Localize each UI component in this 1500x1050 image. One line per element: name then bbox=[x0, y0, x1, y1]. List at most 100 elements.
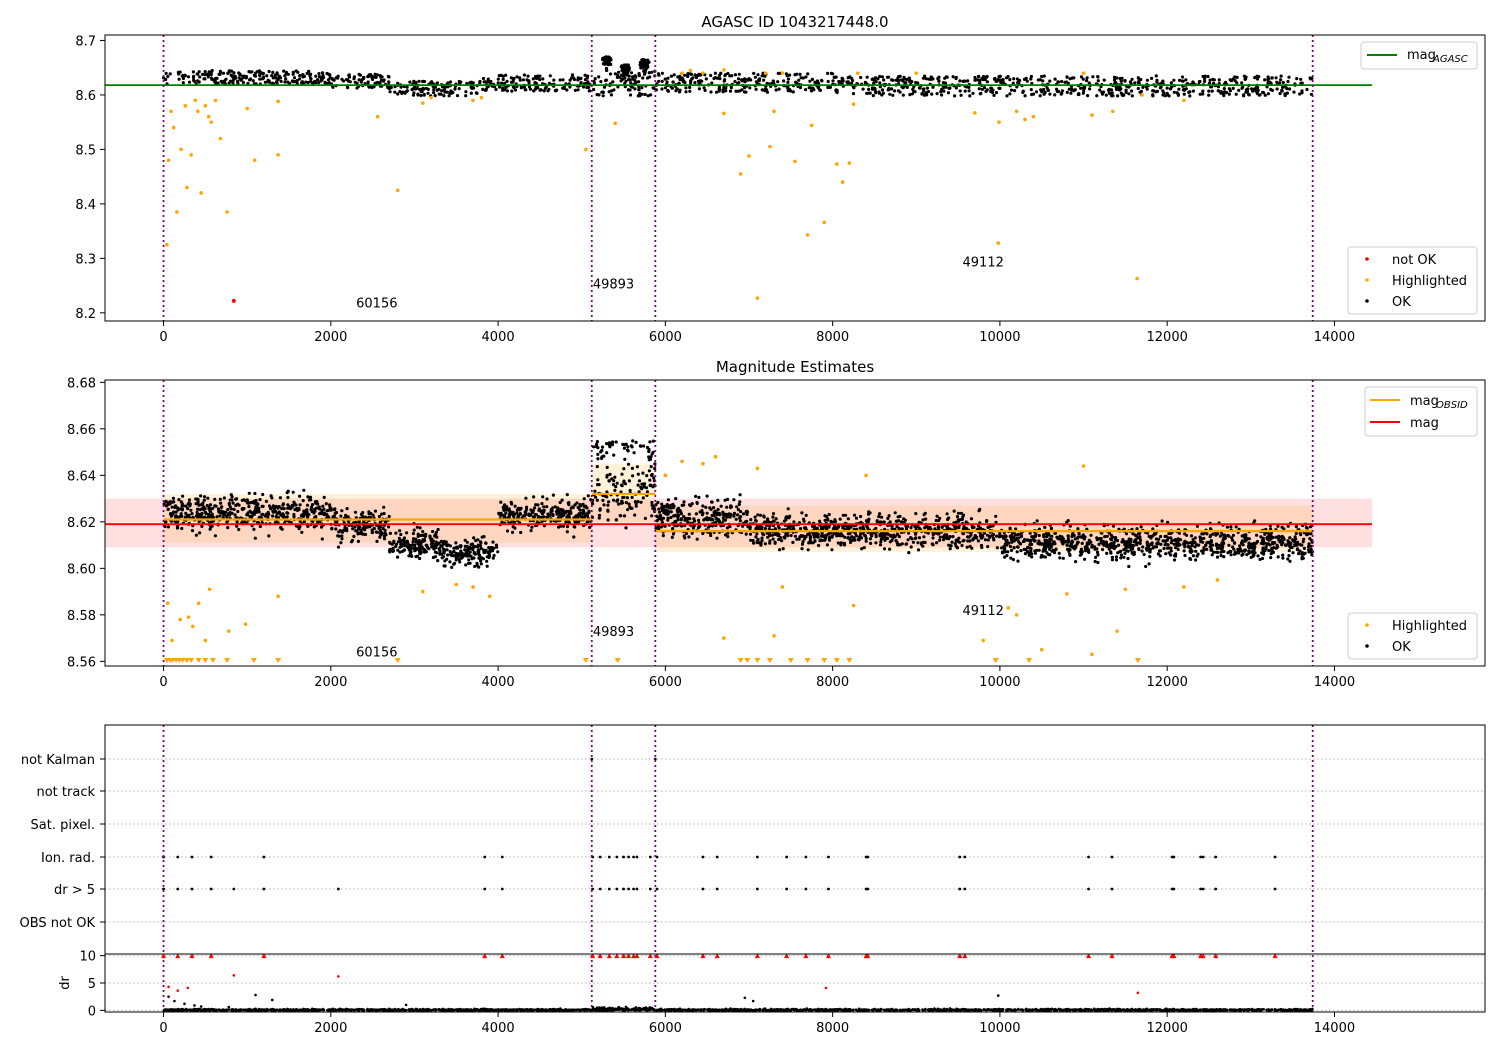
ok-point bbox=[1285, 91, 1289, 95]
ok-point bbox=[1065, 75, 1069, 79]
ok-point bbox=[660, 508, 664, 513]
ok-point bbox=[440, 556, 444, 560]
ok-point bbox=[934, 531, 939, 535]
ok-point bbox=[954, 86, 958, 90]
ok-point bbox=[777, 533, 781, 537]
ok-point bbox=[689, 72, 694, 76]
highlighted-point bbox=[996, 241, 1001, 245]
ok-point bbox=[417, 544, 422, 548]
ok-point bbox=[286, 506, 290, 510]
ok-point bbox=[220, 80, 224, 84]
ok-point bbox=[448, 91, 452, 95]
ok-point bbox=[279, 79, 283, 83]
ok-point bbox=[359, 80, 363, 84]
ok-point bbox=[757, 541, 761, 545]
ok-point bbox=[448, 80, 453, 84]
ok-point bbox=[524, 88, 528, 92]
ok-point bbox=[705, 494, 709, 498]
ok-point bbox=[611, 483, 616, 487]
ok-point bbox=[356, 539, 360, 544]
ok-point bbox=[645, 64, 650, 68]
ok-point bbox=[1236, 548, 1240, 552]
ok-point bbox=[1114, 87, 1119, 91]
ok-point bbox=[301, 499, 305, 503]
ok-point bbox=[1119, 553, 1123, 557]
ok-point bbox=[244, 76, 248, 80]
ok-point bbox=[626, 449, 630, 453]
ok-point bbox=[674, 497, 678, 501]
ok-point bbox=[1286, 79, 1290, 84]
magnitude-estimates-title: Magnitude Estimates bbox=[716, 358, 874, 376]
ok-point bbox=[826, 517, 830, 521]
ok-point bbox=[542, 505, 546, 509]
ok-point bbox=[1244, 90, 1248, 94]
ok-point bbox=[1259, 535, 1263, 539]
ok-point bbox=[452, 546, 456, 550]
ok-point bbox=[723, 533, 728, 537]
ok-point bbox=[334, 510, 339, 515]
ok-point bbox=[960, 517, 964, 521]
ok-point bbox=[1119, 79, 1123, 83]
ok-point bbox=[170, 505, 174, 509]
ok-point bbox=[1118, 76, 1122, 81]
ok-point bbox=[1047, 533, 1051, 537]
ok-point bbox=[1243, 539, 1247, 543]
ok-point bbox=[1240, 534, 1244, 538]
ok-point bbox=[1039, 555, 1043, 559]
ok-point bbox=[916, 548, 921, 552]
highlighted-point bbox=[840, 180, 845, 184]
ok-point bbox=[768, 541, 772, 545]
ok-point bbox=[913, 536, 918, 541]
ok-point bbox=[920, 91, 925, 95]
ok-point bbox=[309, 76, 313, 80]
ok-point bbox=[776, 80, 780, 84]
ok-point bbox=[168, 72, 172, 76]
ok-point bbox=[346, 78, 350, 82]
ok-point bbox=[566, 501, 570, 505]
ok-point bbox=[258, 73, 262, 78]
ok-point bbox=[766, 519, 770, 523]
ok-point bbox=[638, 444, 643, 448]
ok-point bbox=[669, 74, 674, 78]
ok-point bbox=[472, 536, 476, 540]
ok-point bbox=[281, 515, 285, 519]
ok-point bbox=[1295, 77, 1299, 81]
ok-point bbox=[399, 532, 403, 537]
ok-point bbox=[398, 529, 402, 533]
ok-point bbox=[749, 538, 753, 542]
ok-point bbox=[1205, 532, 1209, 536]
ok-point bbox=[1155, 78, 1159, 82]
agasc-plot-frame bbox=[104, 34, 1486, 322]
ok-point bbox=[1070, 535, 1074, 539]
ok-point bbox=[465, 544, 469, 549]
ok-point bbox=[900, 85, 904, 89]
ok-point bbox=[657, 73, 661, 77]
ok-point bbox=[709, 90, 713, 94]
ok-point bbox=[224, 510, 228, 514]
ok-point bbox=[1263, 93, 1267, 97]
ok-point bbox=[486, 80, 490, 84]
ok-point bbox=[655, 519, 659, 523]
ok-point bbox=[1241, 85, 1245, 89]
ok-point bbox=[1266, 537, 1270, 541]
ok-point bbox=[651, 86, 655, 90]
highlighted-point bbox=[973, 111, 977, 115]
ok-point bbox=[1015, 550, 1019, 554]
ok-point bbox=[1182, 549, 1186, 553]
ok-point bbox=[429, 542, 433, 546]
ok-point bbox=[1281, 553, 1285, 557]
ok-point bbox=[1166, 520, 1170, 525]
ok-point bbox=[285, 511, 289, 515]
ok-point bbox=[582, 85, 586, 89]
ok-point bbox=[666, 89, 671, 93]
ok-point bbox=[1172, 542, 1176, 546]
ok-point bbox=[1240, 553, 1244, 557]
ok-point bbox=[1253, 519, 1257, 523]
ok-point bbox=[411, 540, 415, 544]
ok-point bbox=[464, 563, 468, 567]
ok-point bbox=[780, 539, 784, 543]
ok-point bbox=[202, 495, 207, 499]
ok-point bbox=[463, 538, 467, 542]
ok-point bbox=[925, 90, 929, 94]
